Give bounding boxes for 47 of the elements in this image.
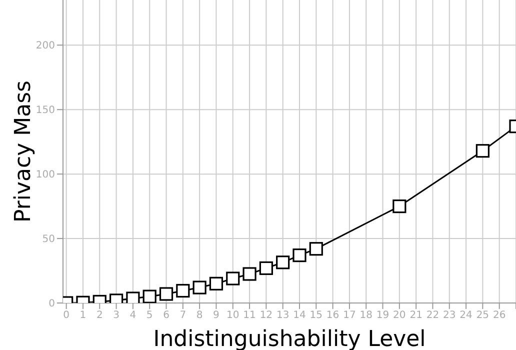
x-tick-label: 6	[163, 310, 170, 322]
point	[192, 280, 206, 294]
y-tick-label: 200	[36, 40, 55, 52]
point	[159, 287, 174, 301]
x-tick-label: 22	[426, 310, 440, 322]
point	[292, 248, 306, 262]
x-tick-label: 10	[226, 310, 240, 322]
x-tick-label: 1	[80, 310, 86, 322]
x-tick-label: 16	[326, 310, 340, 322]
point	[259, 261, 273, 275]
point	[142, 290, 156, 303]
x-tick-label: 25	[476, 310, 490, 322]
x-tick-label: 24	[460, 310, 472, 322]
x-tick-label: 20	[393, 310, 406, 322]
x-tick-label: 12	[260, 310, 273, 322]
x-tick-label: 8	[196, 310, 203, 322]
y-tick-label: 0	[48, 298, 55, 310]
x-tick-label: 9	[213, 310, 220, 322]
x-tick-label: 4	[130, 310, 136, 322]
point	[392, 200, 406, 214]
point	[276, 256, 290, 270]
x-tick-label: 0	[63, 310, 70, 322]
x-tick-label: 11	[243, 310, 256, 322]
point	[242, 267, 256, 281]
point	[309, 242, 323, 256]
y-axis-title: Privacy Mass	[10, 80, 36, 223]
x-tick-label: 21	[410, 310, 422, 322]
y-tick-label: 150	[36, 105, 55, 116]
y-tick-label: 50	[42, 234, 55, 246]
x-tick-label: 26	[492, 310, 506, 322]
x-tick-label: 3	[113, 310, 120, 322]
point	[226, 272, 240, 286]
point	[176, 284, 190, 298]
x-tick-label: 17	[343, 310, 356, 322]
x-tick-label: 15	[310, 310, 323, 322]
x-tick-label: 2	[96, 310, 103, 322]
x-tick-label: 13	[276, 310, 290, 322]
point	[209, 276, 224, 290]
point	[476, 144, 490, 158]
x-tick-label: 23	[443, 310, 456, 322]
x-tick-label: 14	[293, 310, 306, 322]
x-tick-label: 18	[360, 310, 372, 322]
x-tick-label: 19	[376, 310, 390, 322]
y-tick-label: 100	[36, 170, 55, 181]
x-tick-label: 5	[146, 310, 153, 322]
point	[126, 292, 140, 303]
x-tick-label: 7	[180, 310, 186, 322]
